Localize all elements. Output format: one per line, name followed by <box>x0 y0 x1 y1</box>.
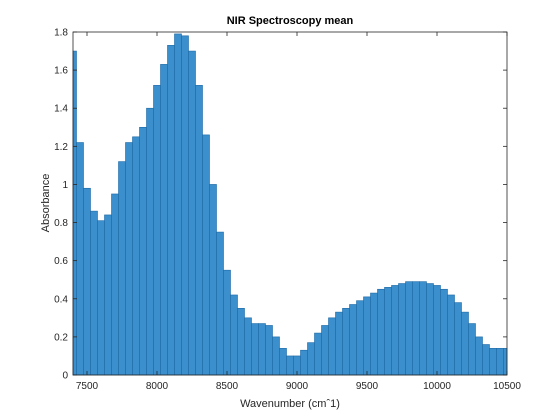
x-tick-label: 7500 <box>76 381 99 392</box>
bar <box>273 337 280 375</box>
y-tick-label: 1.4 <box>54 104 68 115</box>
bar <box>112 194 119 375</box>
bar <box>315 333 322 375</box>
bar <box>161 64 168 375</box>
bar <box>168 45 175 375</box>
bar <box>322 325 329 375</box>
bar <box>455 303 462 375</box>
bar <box>98 221 105 375</box>
y-tick-label: 0 <box>62 371 68 382</box>
bar <box>357 301 364 375</box>
chart-title: NIR Spectroscopy mean <box>227 15 354 27</box>
bar <box>504 348 508 375</box>
bar <box>266 325 273 375</box>
bar <box>119 162 126 375</box>
x-axis-label: Wavenumber (cmˆ1) <box>240 398 340 410</box>
bar <box>301 350 308 375</box>
bar <box>147 108 154 375</box>
bar <box>343 308 350 375</box>
x-tick-label: 9000 <box>286 381 309 392</box>
bar <box>329 318 336 375</box>
bar <box>378 289 385 375</box>
bar <box>224 270 231 375</box>
bar <box>441 289 448 375</box>
y-tick-label: 1.2 <box>54 142 68 153</box>
bar <box>154 85 161 375</box>
bar <box>469 324 476 375</box>
x-tick-label: 9500 <box>356 381 379 392</box>
bar <box>413 282 420 375</box>
x-tick-label: 10500 <box>493 381 521 392</box>
bar <box>434 285 441 375</box>
bar <box>182 36 189 375</box>
bar <box>252 324 259 375</box>
bar <box>77 143 84 375</box>
bar <box>280 348 287 375</box>
bar <box>476 337 483 375</box>
bar <box>336 312 343 375</box>
bar <box>133 137 140 375</box>
x-tick-label: 10000 <box>423 381 451 392</box>
bar <box>364 297 371 375</box>
bar <box>84 188 91 375</box>
bar <box>73 51 77 375</box>
bar <box>399 284 406 375</box>
bar <box>140 127 147 375</box>
bar <box>175 34 182 375</box>
bar <box>105 215 112 375</box>
y-tick-label: 1 <box>62 180 68 191</box>
x-tick-label: 8500 <box>216 381 239 392</box>
bar <box>392 285 399 375</box>
y-tick-label: 0.8 <box>54 218 68 229</box>
bar <box>406 282 413 375</box>
bar <box>196 85 203 375</box>
bar <box>490 348 497 375</box>
y-tick-label: 0.6 <box>54 256 68 267</box>
y-tick-label: 1.6 <box>54 66 68 77</box>
bar <box>427 284 434 375</box>
x-tick-label: 8000 <box>146 381 169 392</box>
bar <box>259 324 266 375</box>
bar <box>385 287 392 375</box>
bar <box>448 295 455 375</box>
bar <box>420 282 427 375</box>
bar <box>497 348 504 375</box>
bar <box>189 51 196 375</box>
bar <box>287 356 294 375</box>
y-tick-label: 0.2 <box>54 332 68 343</box>
bar <box>350 304 357 375</box>
bar <box>126 143 133 375</box>
bar <box>91 211 98 375</box>
bar <box>371 293 378 375</box>
bar <box>308 343 315 375</box>
y-tick-label: 0.4 <box>54 294 68 305</box>
bar <box>238 308 245 375</box>
bar <box>483 345 490 375</box>
y-tick-label: 1.8 <box>54 28 68 39</box>
bar <box>245 318 252 375</box>
bar <box>231 295 238 375</box>
bar <box>203 135 210 375</box>
bar <box>462 312 469 375</box>
y-axis-label: Absorbance <box>40 174 52 233</box>
bar <box>210 184 217 375</box>
bar <box>217 232 224 375</box>
